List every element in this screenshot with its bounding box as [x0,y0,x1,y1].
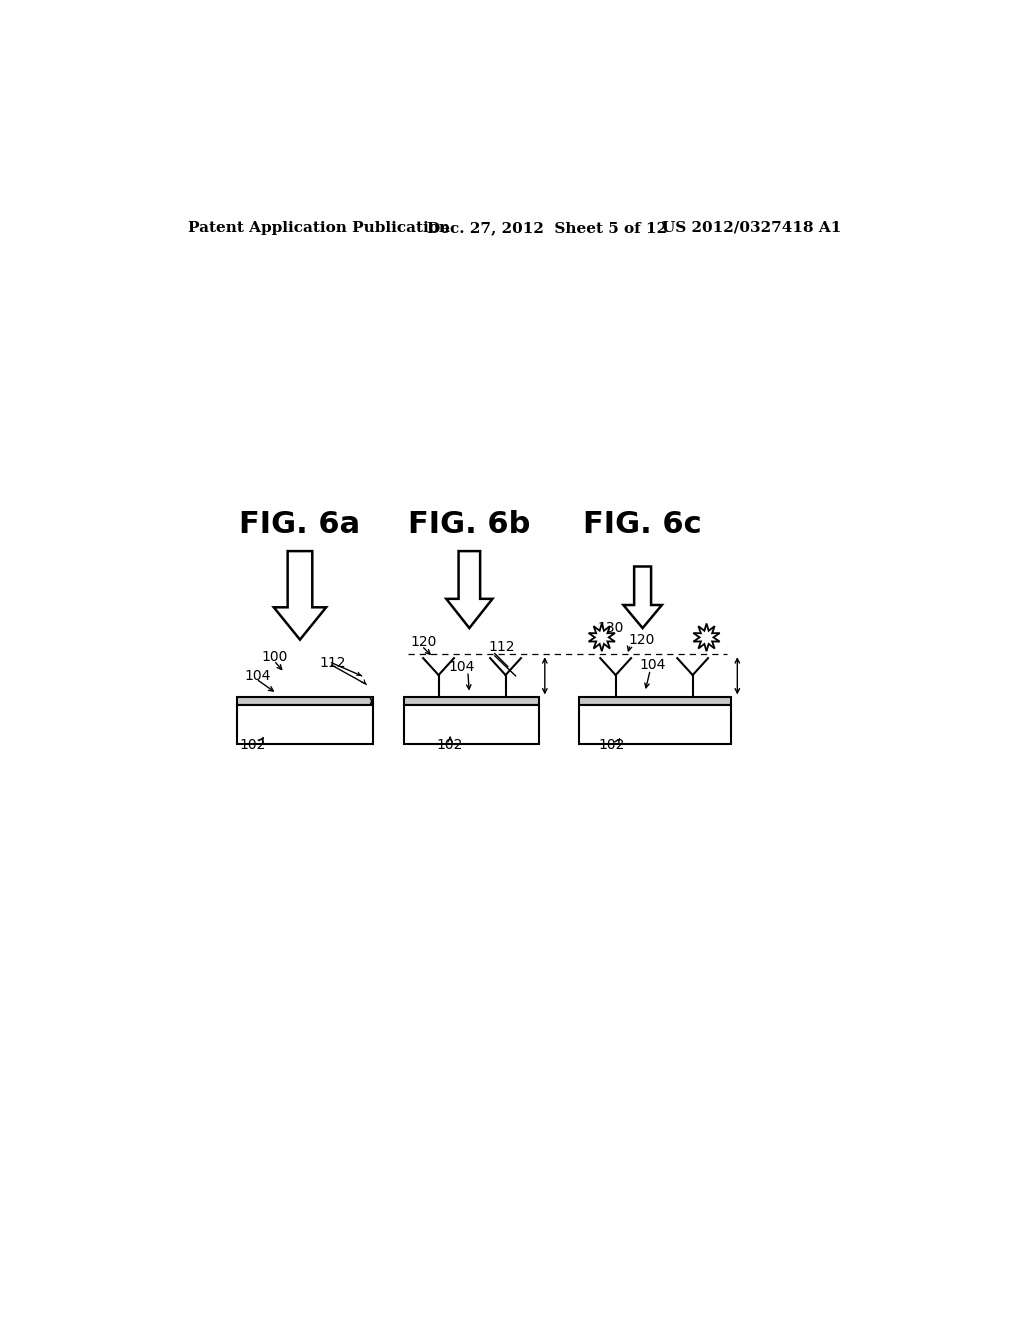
Text: 130: 130 [597,622,624,635]
Bar [403,697,539,705]
Text: FIG. 6c: FIG. 6c [584,510,701,539]
Polygon shape [589,623,615,651]
Bar [579,705,731,743]
Text: 102: 102 [599,738,625,752]
Text: 120: 120 [410,635,436,649]
Bar [237,697,373,705]
Text: 112: 112 [488,640,515,655]
Text: 120: 120 [628,632,654,647]
Bar [403,705,539,743]
Text: 104: 104 [449,660,475,673]
Bar [237,705,373,743]
Text: 104: 104 [245,669,271,682]
Text: 100: 100 [261,651,288,664]
Text: 104: 104 [639,659,666,672]
Polygon shape [273,552,326,640]
Text: Patent Application Publication: Patent Application Publication [188,220,451,235]
Text: Dec. 27, 2012  Sheet 5 of 12: Dec. 27, 2012 Sheet 5 of 12 [427,220,667,235]
Text: 102: 102 [239,738,265,752]
Text: FIG. 6a: FIG. 6a [240,510,360,539]
Text: 102: 102 [437,738,463,752]
Bar [579,697,731,705]
Text: US 2012/0327418 A1: US 2012/0327418 A1 [662,220,842,235]
Text: FIG. 6b: FIG. 6b [409,510,530,539]
Text: 112: 112 [319,656,346,669]
Polygon shape [446,552,493,628]
Polygon shape [624,566,662,628]
Polygon shape [693,623,720,651]
